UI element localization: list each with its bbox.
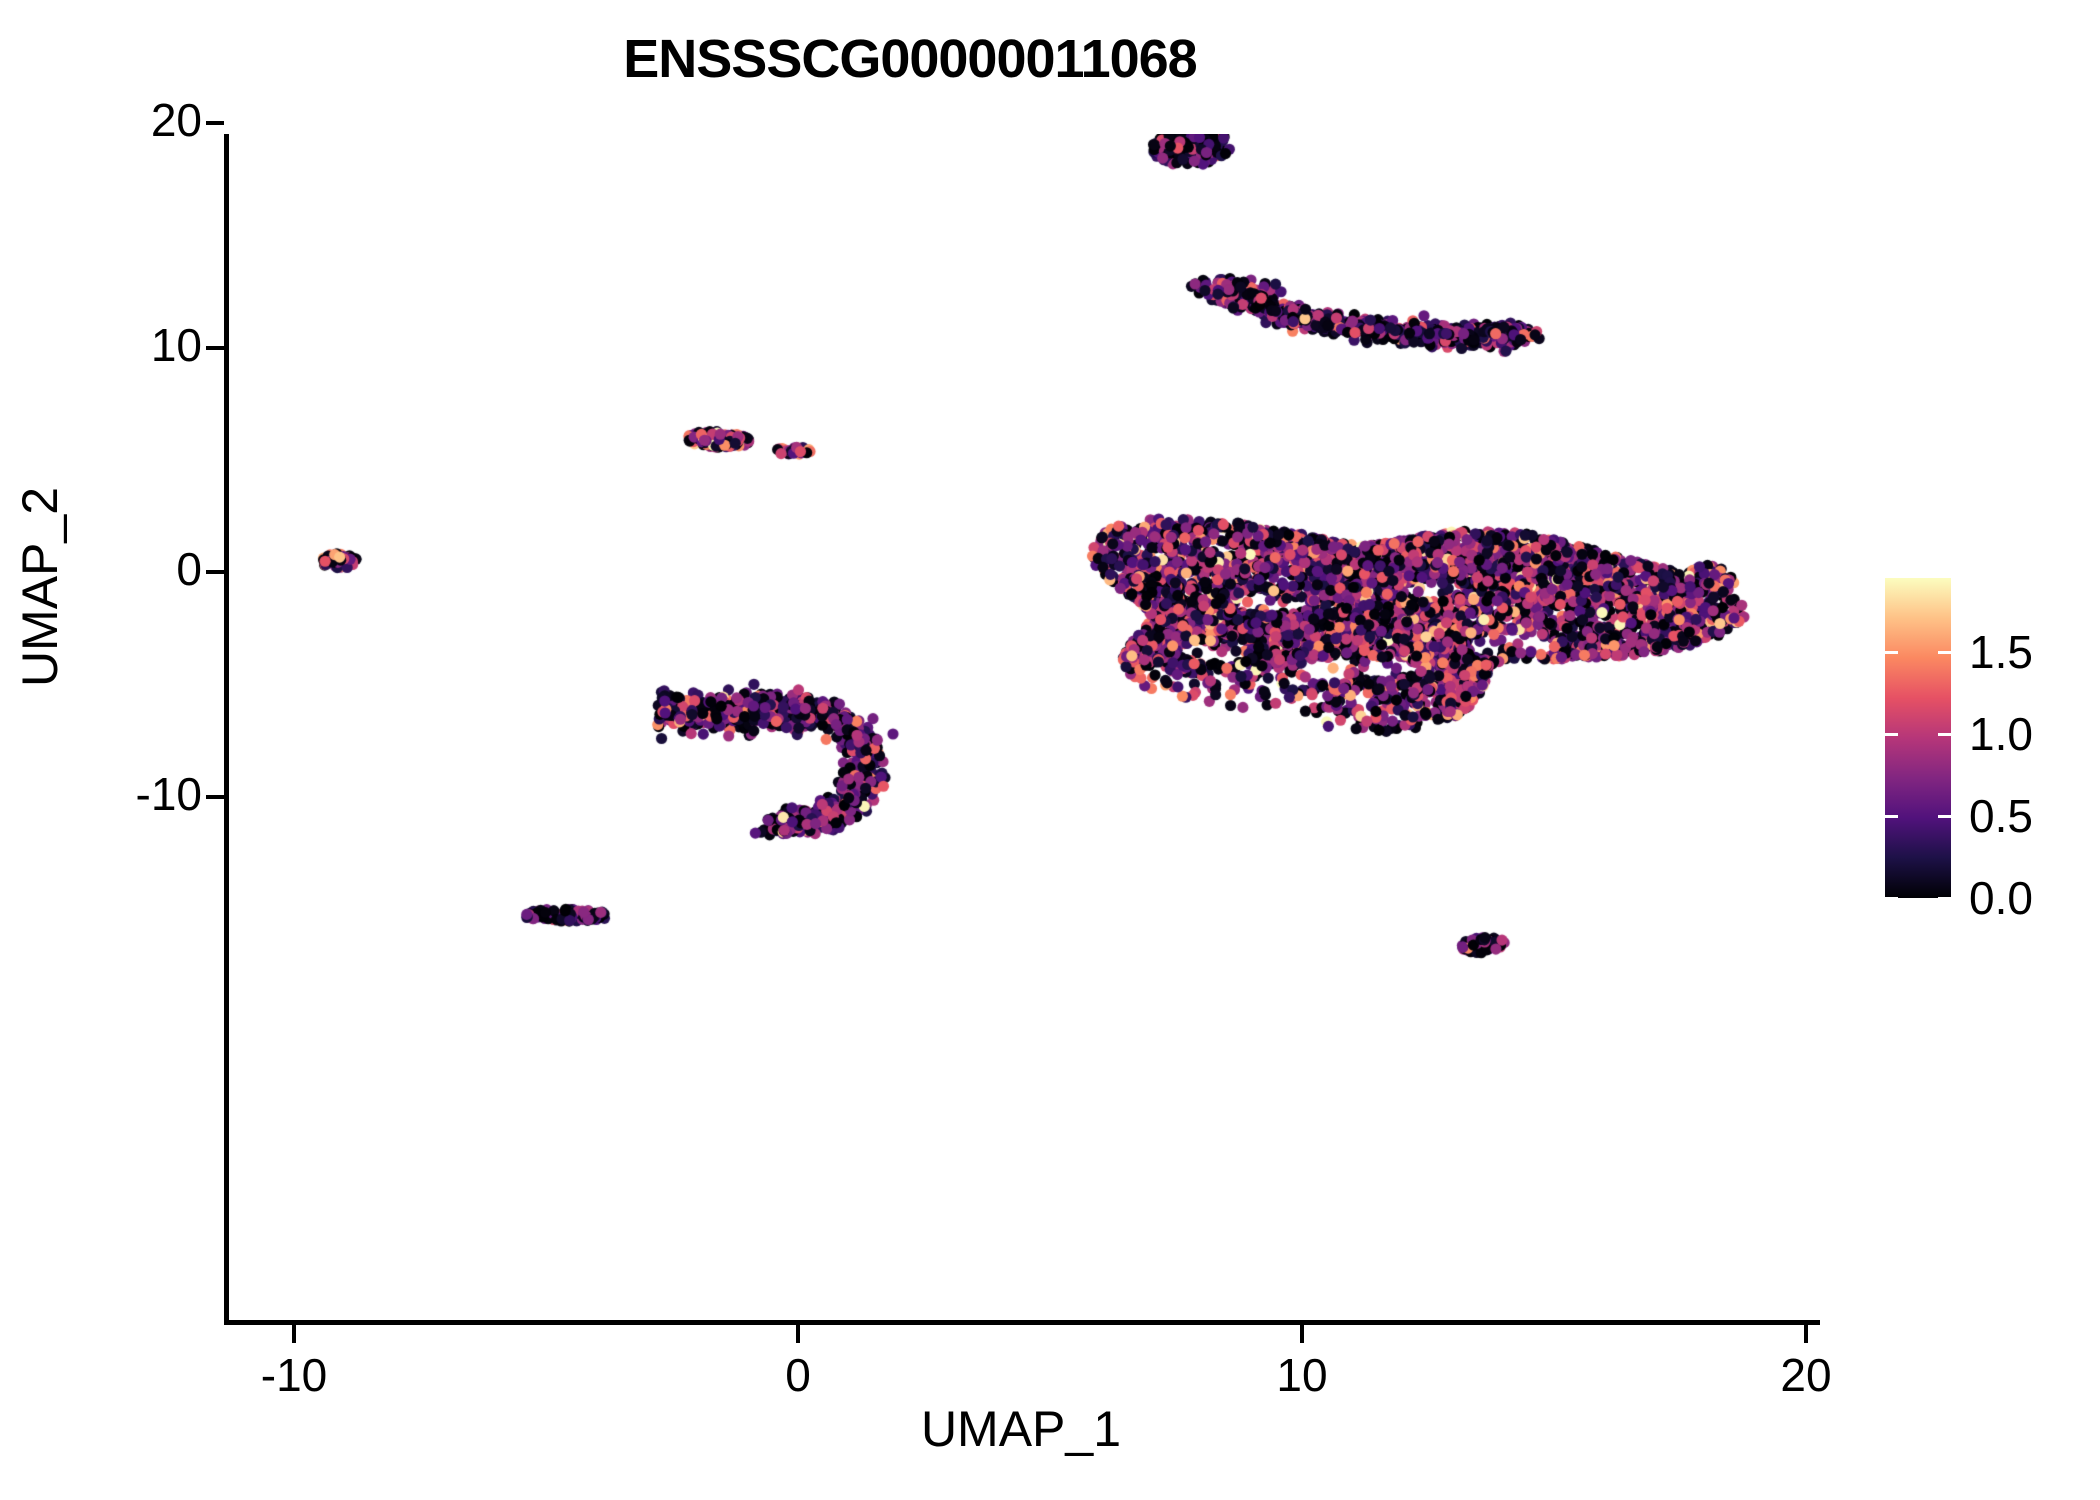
colorbar-tick-label: 0.0 <box>1969 872 2033 924</box>
x-axis-line <box>224 1320 1820 1325</box>
page-title: ENSSSCG00000011068 <box>623 29 1197 89</box>
colorbar-tick-mark <box>1938 897 1951 900</box>
scatter-points-layer <box>229 134 1820 1320</box>
colorbar-tick-label: 1.5 <box>1969 625 2033 678</box>
y-tick-label: 20 <box>150 94 202 146</box>
colorbar-legend: 0.0 0.5 1.0 1.5 <box>1885 578 2085 924</box>
x-tick-label: 20 <box>1780 1349 1832 1401</box>
y-tick-label: 10 <box>150 318 202 371</box>
x-axis-label: UMAP_1 <box>920 1401 1122 1457</box>
colorbar-tick-mark <box>1885 897 1898 900</box>
x-tick-label: 0 <box>785 1349 811 1401</box>
y-tick-mark <box>206 794 224 799</box>
colorbar-tick-label: 0.5 <box>1969 789 2033 842</box>
colorbar-gradient <box>1885 578 1951 898</box>
x-tick-mark <box>292 1325 296 1343</box>
y-tick-mark <box>206 570 224 574</box>
colorbar-tick-mark <box>1938 814 1951 818</box>
x-tick-mark <box>1804 1325 1808 1343</box>
y-axis-line <box>224 134 229 1324</box>
y-tick-mark <box>206 345 224 350</box>
colorbar-tick-mark <box>1938 650 1951 654</box>
colorbar-tick-label: 1.0 <box>1969 707 2033 760</box>
y-tick-mark <box>206 121 224 125</box>
colorbar-tick-mark <box>1885 650 1898 654</box>
x-tick-label: -10 <box>260 1349 328 1401</box>
y-axis-label: UMAP_2 <box>12 486 68 688</box>
colorbar-tick-mark <box>1938 732 1951 736</box>
x-tick-mark <box>1300 1325 1304 1343</box>
y-tick-label: -10 <box>135 767 202 820</box>
scatter-plot-panel <box>229 134 1820 1320</box>
colorbar-tick-mark <box>1885 814 1898 818</box>
y-tick-label: 0 <box>176 543 202 595</box>
x-tick-label: 10 <box>1276 1349 1328 1401</box>
x-tick-mark <box>796 1325 800 1343</box>
colorbar-tick-mark <box>1885 732 1898 736</box>
